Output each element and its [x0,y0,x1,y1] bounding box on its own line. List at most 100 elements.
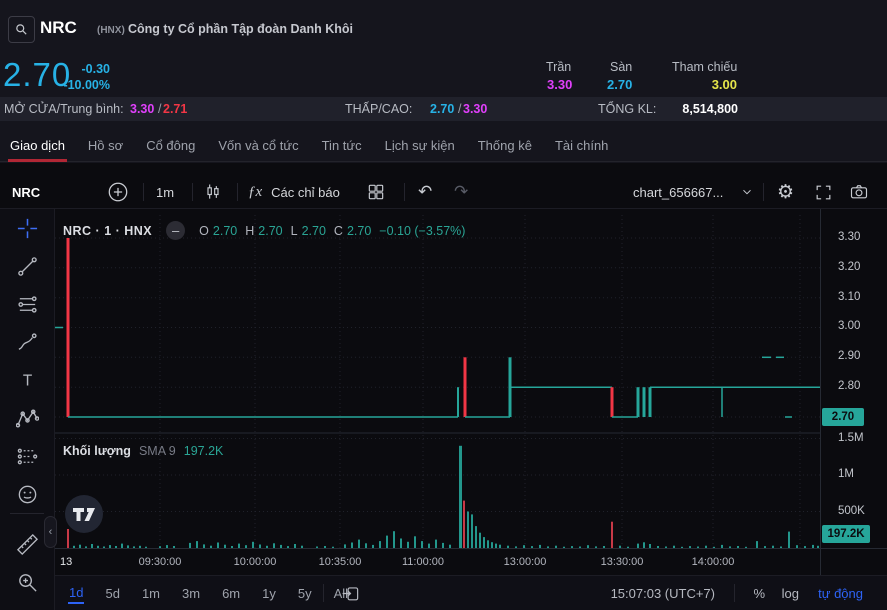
exchange-label: (HNX) [97,25,125,36]
redo-icon[interactable]: ↷ [454,182,469,202]
ohlc-values: O 2.70 H 2.70 L 2.70 C 2.70 −0.10 (−3.57%) [199,224,465,238]
current-volume-badge: 197.2K [822,524,870,543]
percent-scale-button[interactable]: % [753,586,765,601]
time-tick-label: 14:00:00 [691,556,735,568]
price-volume-chart[interactable] [55,215,820,548]
indicators-button[interactable]: ƒx Các chỉ báo [248,175,340,209]
tool-forecast[interactable] [0,437,55,475]
open-avg-label: MỞ CỬA/Trung bình: [4,102,124,116]
goto-date-button[interactable] [341,584,360,603]
time-tick-label: 10:35:00 [318,556,362,568]
time-tick-label: 13:30:00 [600,556,644,568]
reference-label: Tham chiếu [672,60,738,74]
tab-tài-chính[interactable]: Tài chính [554,138,609,153]
legend-visibility-toggle[interactable]: – [166,221,186,240]
range-5d[interactable]: 5d [105,586,120,601]
bottombar-separator [734,584,735,602]
section-tabs: Giao dịch Hồ sơ Cổ đông Vốn và cổ tức Tin tứ… [0,129,887,162]
range-6m[interactable]: 6m [222,586,241,601]
price-tick-label: 3.30 [838,231,861,243]
open-label: O [199,223,209,238]
time-axis[interactable]: 13 09:30:00 10:00:00 10:35:00 11:00:00 13:00:… [55,548,887,575]
tool-text[interactable]: T [0,361,55,399]
gear-icon[interactable]: ⚙ [777,181,795,203]
tool-trend-line[interactable] [0,247,55,285]
total-volume-value: 8,514,800 [682,102,738,116]
tool-ruler[interactable] [0,525,55,563]
close: 2.70 [346,223,372,238]
search-icon [16,24,27,35]
tab-thống-kê[interactable]: Thống kê [477,138,532,153]
floor-value: 2.70 [607,77,633,92]
chart-style-button[interactable] [203,175,223,209]
search-button[interactable] [8,16,35,43]
chart-toolbar: NRC 1m ƒx Các chỉ báo [0,175,887,209]
tool-crosshair[interactable] [0,209,55,247]
date-ranges: 1d 5d 1m 3m 6m 1y 5y All [68,576,349,610]
snapshot-button[interactable] [849,175,869,209]
volume-label[interactable]: Khối lượng [63,444,131,458]
volume-value: 197.2K [183,444,224,458]
legend-change: −0.10 (−3.57%) [379,223,466,238]
tab-hồ-sơ[interactable]: Hồ sơ [87,138,124,153]
undo-icon[interactable]: ↶ [418,182,433,202]
toolbar-separator [143,183,144,201]
tool-zoom-in[interactable] [0,563,55,601]
fullscreen-icon [816,185,831,199]
tool-parallel-lines[interactable] [0,285,55,323]
time-day-label: 13 [60,556,73,568]
compare-add-button[interactable] [107,175,129,209]
change-percent: -10.00% [63,78,110,92]
forecast-icon [17,448,38,464]
range-1m[interactable]: 1m [141,586,160,601]
toolbar-separator [192,183,193,201]
ticker-symbol: NRC [40,18,77,37]
time-tick-label: 11:00:00 [401,556,445,568]
tab-tin-tức[interactable]: Tin tức [321,138,362,153]
volume-sma-label: SMA 9 [138,444,176,458]
tab-vốn-và-cổ-tức[interactable]: Vốn và cổ tức [218,138,299,153]
text-icon: T [23,372,33,389]
range-5y[interactable]: 5y [297,586,312,601]
chart-name-menu[interactable] [740,175,754,209]
layout-grid-button[interactable] [366,175,386,209]
range-3m[interactable]: 3m [182,586,201,601]
range-1y[interactable]: 1y [262,586,276,601]
range-all[interactable]: All [333,586,349,601]
tradingview-logo[interactable] [64,494,104,534]
toolbar-symbol[interactable]: NRC [12,184,41,200]
tab-giao-dịch[interactable]: Giao dịch [8,129,67,162]
chart-name-button[interactable]: chart_656667... [633,184,724,200]
tool-emoji[interactable] [0,475,55,513]
tab-lịch-sự-kiện[interactable]: Lịch sự kiện [384,138,455,153]
tool-brush[interactable] [0,323,55,361]
volume-tick-label: 500K [838,504,865,517]
interval-button[interactable]: 1m [156,184,175,200]
floor-label: Sàn [610,60,633,74]
time-tick-label: 09:30:00 [138,556,182,568]
price-tick-label: 3.00 [838,320,861,333]
crosshair-icon [17,218,38,238]
volume-tick-label: 1.5M [838,431,864,444]
low-value: 2.70 [430,102,455,116]
avg-value: 2.71 [163,102,188,116]
fullscreen-button[interactable] [814,175,833,209]
clock[interactable]: 15:07:03 (UTC+7) [610,586,715,601]
time-tick-label: 10:00:00 [233,556,277,568]
toolbar-separator [237,183,238,201]
range-1d[interactable]: 1d [68,583,85,604]
toolbar-collapse-handle[interactable]: ‹ [44,516,57,548]
volume-tick-label: 1M [838,468,854,480]
tab-cổ-đông[interactable]: Cổ đông [146,138,196,153]
log-scale-button[interactable]: log [781,586,799,601]
price-tick-label: 2.80 [838,380,861,393]
camera-icon [850,185,868,199]
tool-xabcd-pattern[interactable] [0,399,55,437]
close-label: C [333,223,343,238]
low-label: L [290,223,298,238]
open: 2.70 [212,223,238,238]
goto-date-icon [342,587,359,601]
legend-title[interactable]: NRC · 1 · HNX [63,223,153,238]
high-value: 3.30 [463,102,488,116]
auto-scale-button[interactable]: tự động [818,586,863,601]
